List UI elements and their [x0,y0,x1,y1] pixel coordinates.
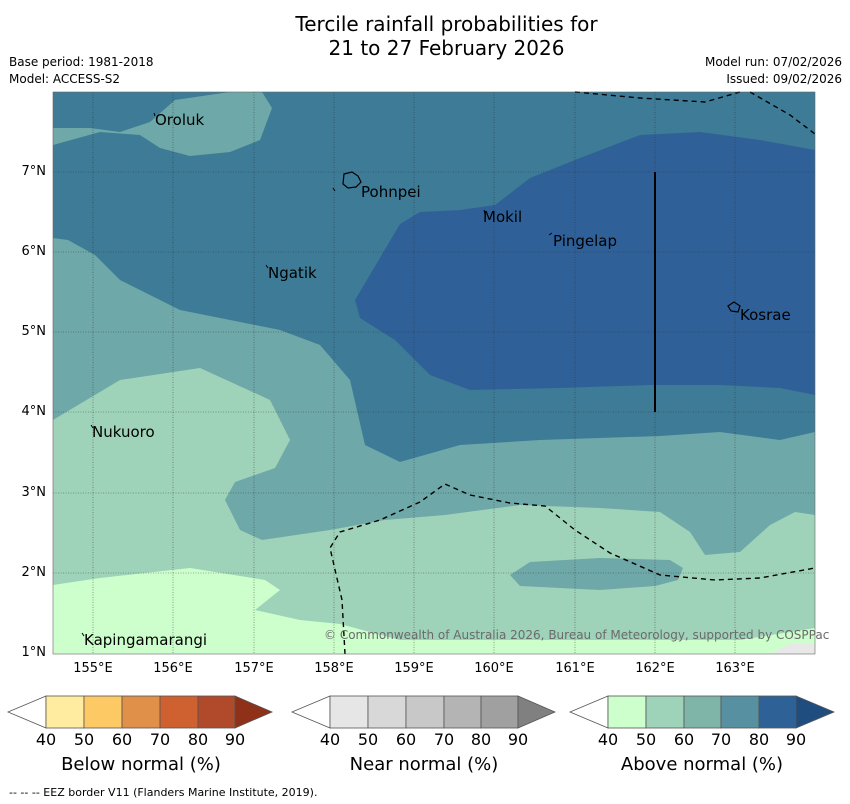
lon-tick: 157°E [234,661,274,676]
probability-shading [53,92,815,654]
colorbar-above [568,695,836,729]
above-tick: 70 [710,730,732,749]
graticule [53,92,815,654]
below-tick: 50 [73,730,95,749]
issued-date: Issued: 09/02/2026 [726,72,842,86]
below-tick: 60 [111,730,133,749]
near-swatch-70-80 [443,695,482,729]
lat-tick: 7°N [21,164,47,179]
prob-40-50-region-east [605,628,815,654]
above-swatch-40-50 [607,695,647,729]
lon-tick: 161°E [555,661,595,676]
lon-tick: 159°E [394,661,434,676]
title-line-1: Tercile rainfall probabilities for [295,12,598,36]
lon-tick: 163°E [715,661,755,676]
above-swatch-50-60 [645,695,685,729]
above-swatch-60-70 [683,695,722,729]
nodata-patch [770,644,815,654]
colorbar-near [290,695,557,729]
lon-tick: 155°E [73,661,113,676]
eez-footnote: -- -- -- EEZ border V11 (Flanders Marine… [9,786,318,799]
meta-left: Base period: 1981-2018 Model: ACCESS-S2 [9,54,154,88]
below-under-triangle [6,695,47,729]
above-normal-label: Above normal (%) [620,754,784,775]
prob-80-90-region [355,132,815,395]
below-swatch-80-90 [197,695,236,729]
place-label-oroluk: Oroluk [155,111,205,129]
copyright-notice: © Commonwealth of Australia 2026, Bureau… [324,628,830,642]
lat-tick: 6°N [21,244,47,259]
below-swatch-60-70 [121,695,161,729]
near-swatch-40-50 [329,695,369,729]
eez-borders [329,91,816,655]
below-over-triangle [234,695,274,729]
kosrae-island-shape [727,301,741,313]
below-tick: 70 [149,730,171,749]
place-label-pingelap: Pingelap [553,232,618,250]
place-label-kosrae: Kosrae [740,306,791,324]
near-over-triangle [517,695,557,729]
near-tick: 60 [395,730,417,749]
above-swatch-80-90 [758,695,797,729]
above-under-triangle [568,695,609,729]
above-tick: 40 [597,730,619,749]
lat-tick: 3°N [21,485,47,500]
near-swatch-60-70 [405,695,445,729]
near-normal-label: Near normal (%) [349,754,499,775]
meta-right: Model run: 07/02/2026 Issued: 09/02/2026 [705,54,842,88]
place-label-mokil: Mokil [483,208,523,226]
below-tick: 80 [187,730,209,749]
near-tick: 40 [319,730,341,749]
lon-tick: 158°E [314,661,354,676]
near-under-triangle [290,695,331,729]
atoll-markers [81,112,553,637]
below-swatch-50-60 [83,695,123,729]
title-line-2: 21 to 27 February 2026 [328,36,565,60]
near-swatch-80-90 [480,695,519,729]
lat-tick: 4°N [21,404,47,419]
above-swatch-70-80 [720,695,760,729]
above-tick: 80 [748,730,770,749]
place-label-pohnpei: Pohnpei [361,183,421,201]
near-tick: 70 [433,730,455,749]
prob-60-70-pocket [53,92,272,156]
place-label-kapingamarangi: Kapingamarangi [84,631,208,649]
chart-title: Tercile rainfall probabilities for 21 to… [0,12,850,60]
lat-tick: 1°N [21,645,47,660]
place-label-nukuoro: Nukuoro [92,423,155,441]
near-tick: 90 [507,730,529,749]
base-period: Base period: 1981-2018 [9,55,154,69]
below-normal-label: Below normal (%) [61,754,221,775]
model-run: Model run: 07/02/2026 [704,55,842,69]
prob-60-70-patch [510,558,683,590]
lat-tick: 2°N [21,565,47,580]
pohnpei-island-shape [342,171,362,189]
above-tick: 50 [635,730,657,749]
lon-tick: 160°E [474,661,514,676]
below-swatch-70-80 [159,695,199,729]
lat-tick: 5°N [21,324,47,339]
above-tick: 60 [673,730,695,749]
model-name: Model: ACCESS-S2 [9,72,121,86]
lon-tick: 156°E [153,661,193,676]
below-tick: 40 [35,730,57,749]
above-over-triangle [795,695,836,729]
above-tick: 90 [785,730,807,749]
colorbar-below [6,695,274,729]
place-label-ngatik: Ngatik [268,264,317,282]
prob-40-50-region [53,568,815,654]
near-tick: 50 [357,730,379,749]
lon-tick: 162°E [635,661,675,676]
below-tick: 90 [224,730,246,749]
near-swatch-50-60 [367,695,407,729]
map-frame [52,91,816,655]
near-tick: 80 [470,730,492,749]
below-swatch-40-50 [45,695,85,729]
